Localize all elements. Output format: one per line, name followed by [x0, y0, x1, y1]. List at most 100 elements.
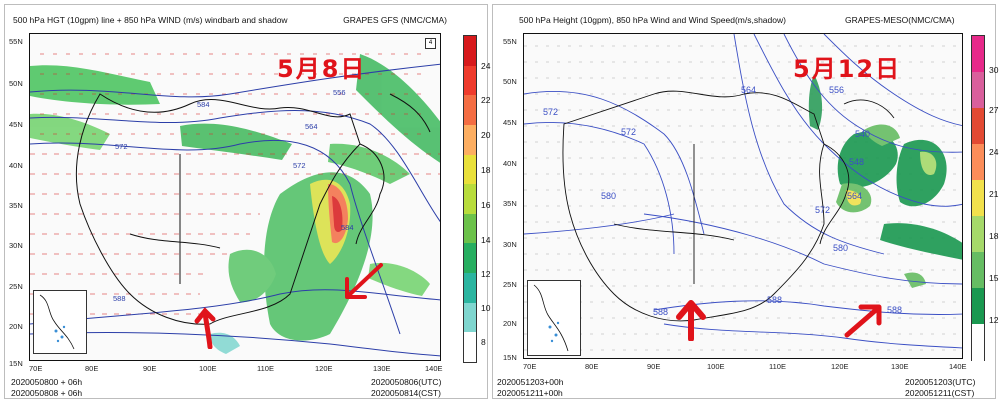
lat-tick: 15N: [9, 359, 23, 368]
colorbar-cell: [464, 124, 476, 156]
left-arrow-diag-icon: [345, 263, 383, 299]
colorbar-cell: [972, 72, 984, 109]
lon-tick: 80E: [85, 364, 99, 373]
right-footer-valid-cst: 2020051211(CST): [905, 388, 975, 398]
lon-tick: 120E: [831, 362, 849, 371]
colorbar-tick: 12: [989, 315, 999, 325]
right-footer-init-cst: 2020051211+00h: [497, 388, 563, 398]
right-colorbar: [971, 35, 985, 361]
right-map-panel: 500 hPa Height (10gpm), 850 hPa Wind and…: [492, 4, 999, 399]
right-south-sea-inset: [527, 280, 581, 356]
left-panel-source: GRAPES GFS (NMC/CMA): [343, 15, 447, 25]
contour-label: 588: [887, 305, 903, 315]
left-panel-title: 500 hPa HGT (10gpm) line + 850 hPa WIND …: [13, 15, 288, 25]
left-footer-valid-cst: 2020050814(CST): [371, 388, 441, 398]
lat-tick: 20N: [9, 322, 23, 331]
lon-tick: 110E: [769, 362, 786, 371]
colorbar-cell: [972, 108, 984, 145]
lat-tick: 55N: [9, 37, 23, 46]
contour-label: 572: [293, 161, 306, 170]
colorbar-cell: [972, 36, 984, 73]
contour-label: 572: [815, 205, 831, 215]
colorbar-tick: 22: [481, 95, 491, 105]
colorbar-tick: 12: [481, 269, 491, 279]
colorbar-cell: [972, 216, 984, 253]
lon-tick: 70E: [523, 362, 537, 371]
contour-label: 584: [197, 100, 210, 109]
contour-label: 564: [741, 85, 757, 95]
lon-tick: 140E: [425, 364, 443, 373]
colorbar-tick: 24: [481, 61, 491, 71]
colorbar-tick: 18: [481, 165, 491, 175]
colorbar-cell: [972, 288, 984, 325]
contour-label: 580: [601, 191, 617, 201]
contour-label: 572: [621, 127, 637, 137]
colorbar-cell: [972, 180, 984, 217]
lat-tick: 45N: [9, 120, 23, 129]
lon-tick: 100E: [707, 362, 725, 371]
lat-tick: 20N: [503, 319, 517, 328]
right-footer-valid-utc: 2020051203(UTC): [905, 377, 976, 387]
lat-tick: 25N: [9, 282, 23, 291]
contour-label: 584: [341, 223, 354, 232]
left-map-panel: 500 hPa HGT (10gpm) line + 850 hPa WIND …: [4, 4, 491, 399]
lon-tick: 80E: [585, 362, 599, 371]
lat-tick: 50N: [9, 79, 23, 88]
colorbar-cell: [972, 324, 984, 361]
colorbar-cell: [464, 302, 476, 333]
colorbar-tick: 30: [989, 65, 999, 75]
colorbar-tick: 8: [481, 337, 486, 347]
left-weather-map: 4: [29, 33, 441, 361]
colorbar-cell: [464, 213, 476, 244]
lon-tick: 130E: [891, 362, 909, 371]
colorbar-cell: [464, 332, 476, 363]
lat-tick: 35N: [9, 201, 23, 210]
right-date-label: 5月12日: [793, 55, 902, 83]
lon-tick: 90E: [143, 364, 157, 373]
left-footer-init-cst: 2020050808 + 06h: [11, 388, 83, 398]
left-footer-init-utc: 2020050800 + 06h: [11, 377, 83, 387]
left-south-sea-inset: [33, 290, 87, 354]
left-colorbar: [463, 35, 477, 363]
contour-label: 548: [849, 157, 865, 167]
right-footer-init-utc: 2020051203+00h: [497, 377, 564, 387]
colorbar-cell: [464, 184, 476, 215]
contour-label: 540: [855, 129, 871, 139]
lat-tick: 40N: [503, 159, 517, 168]
right-weather-map: [523, 33, 963, 359]
lat-tick: 55N: [503, 37, 517, 46]
lon-tick: 100E: [199, 364, 217, 373]
right-map-graphics: [524, 34, 962, 351]
contour-label: 572: [543, 107, 559, 117]
lon-tick: 130E: [373, 364, 391, 373]
left-map-corner-icon: 4: [425, 38, 436, 49]
colorbar-cell: [464, 65, 476, 96]
colorbar-tick: 18: [989, 231, 999, 241]
contour-label: 564: [305, 122, 318, 131]
contour-label: 556: [829, 85, 845, 95]
right-arrow-up-icon: [676, 300, 706, 341]
colorbar-tick: 20: [481, 130, 491, 140]
contour-label: 556: [333, 88, 346, 97]
colorbar-cell: [464, 36, 476, 67]
right-panel-title: 500 hPa Height (10gpm), 850 hPa Wind and…: [519, 15, 786, 25]
colorbar-tick: 14: [481, 235, 491, 245]
colorbar-tick: 16: [481, 200, 491, 210]
colorbar-cell: [464, 273, 476, 304]
contour-label: 580: [833, 243, 849, 253]
lat-tick: 40N: [9, 161, 23, 170]
colorbar-cell: [464, 243, 476, 274]
lat-tick: 45N: [503, 118, 517, 127]
lat-tick: 50N: [503, 77, 517, 86]
lon-tick: 90E: [647, 362, 661, 371]
lat-tick: 30N: [9, 241, 23, 250]
colorbar-cell: [464, 154, 476, 185]
colorbar-tick: 15: [989, 273, 999, 283]
contour-label: 564: [847, 191, 863, 201]
lon-tick: 70E: [29, 364, 43, 373]
colorbar-tick: 10: [481, 303, 491, 313]
left-arrow-up-icon: [194, 307, 216, 349]
colorbar-cell: [972, 252, 984, 289]
lon-tick: 120E: [315, 364, 333, 373]
right-arrow-diag-icon: [844, 304, 882, 338]
